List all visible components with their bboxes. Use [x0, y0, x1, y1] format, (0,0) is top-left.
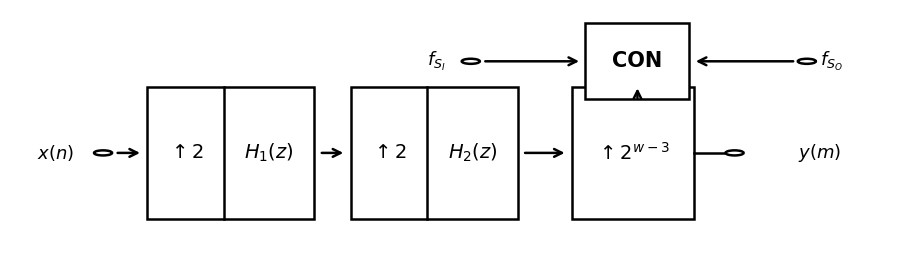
Circle shape [462, 59, 480, 64]
Text: $\uparrow 2^{w-3}$: $\uparrow 2^{w-3}$ [596, 142, 670, 164]
Text: $x(n)$: $x(n)$ [37, 143, 75, 163]
Circle shape [94, 150, 112, 155]
Text: $H_1(z)$: $H_1(z)$ [245, 142, 295, 164]
Bar [585, 23, 689, 100]
Bar [147, 87, 315, 219]
Circle shape [725, 150, 744, 155]
Text: $f_{S_I}$: $f_{S_I}$ [426, 50, 445, 73]
Text: CON: CON [613, 51, 663, 71]
Bar [572, 87, 694, 219]
Text: $\uparrow$2: $\uparrow$2 [371, 144, 407, 162]
Text: $f_{S_O}$: $f_{S_O}$ [821, 50, 844, 73]
Text: $H_2(z)$: $H_2(z)$ [448, 142, 497, 164]
Circle shape [798, 59, 816, 64]
Bar [351, 87, 518, 219]
Text: $y(m)$: $y(m)$ [798, 142, 841, 164]
Text: $\uparrow$2: $\uparrow$2 [167, 144, 204, 162]
